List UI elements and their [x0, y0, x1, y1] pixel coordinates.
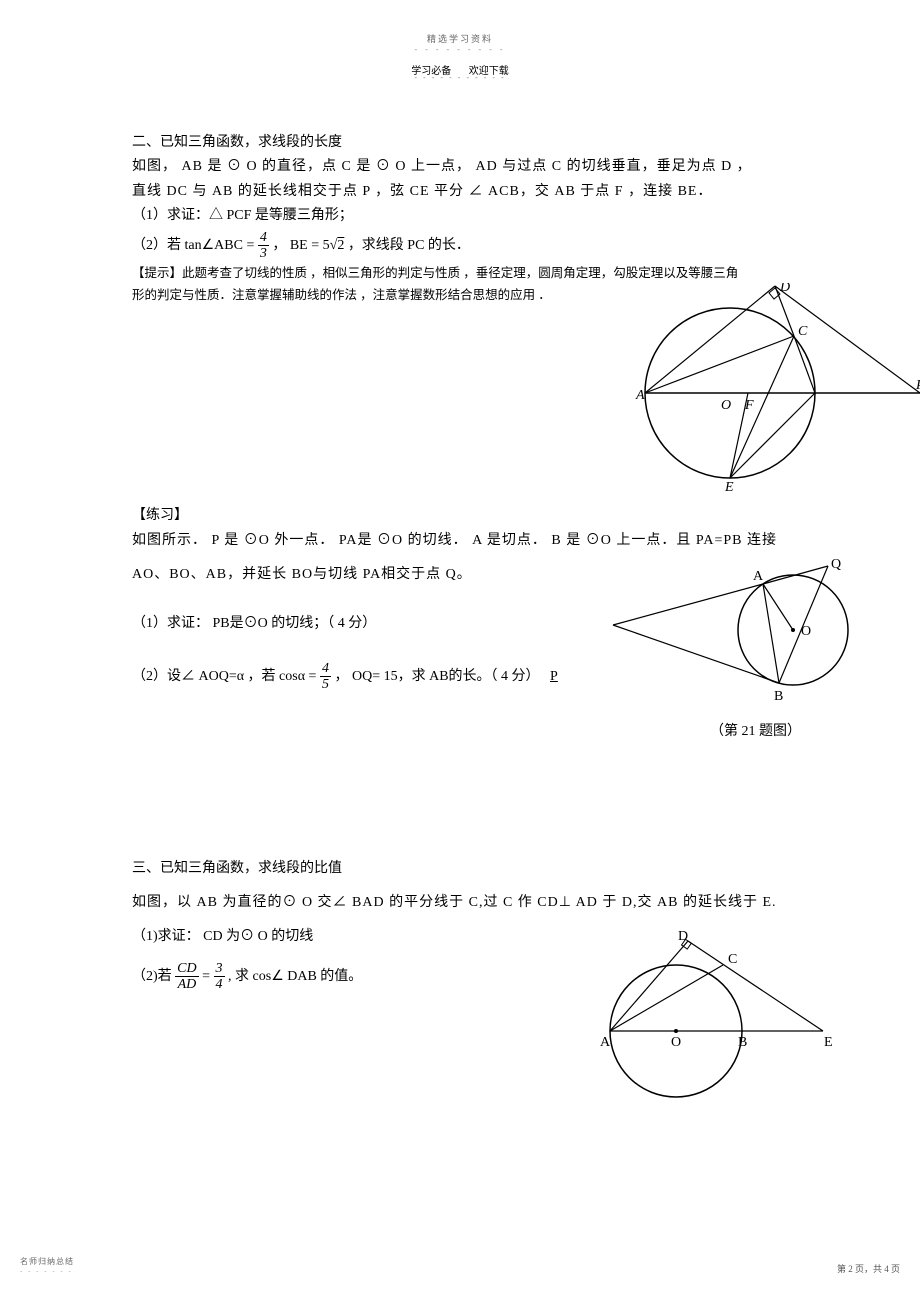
figure-3: A D C O B E	[578, 923, 858, 1103]
section2-title: 二、已知三角函数，求线段的长度	[132, 132, 790, 154]
footer-left-text: 名师归纳总结	[20, 1257, 74, 1266]
fig3-de	[688, 941, 823, 1031]
top-header-dashes: - - - - - - - - -	[0, 45, 920, 54]
fig2-ab	[763, 584, 779, 683]
section2-p2: 直线 DC 与 AB 的延长线相交于点 P ，弦 CE 平分 ∠ ACB，交 A…	[132, 181, 790, 203]
section3-title: 三、已知三角函数，求线段的比值	[132, 858, 790, 880]
section3-p3a: （2)若	[132, 969, 175, 984]
practice-p4a: （2）设∠ AOQ=α ，若 cosα =	[132, 669, 320, 684]
footer-right: 第 2 页，共 4 页	[837, 1262, 900, 1275]
p-underline: P	[550, 669, 558, 684]
fig3-label-e: E	[824, 1035, 833, 1050]
practice-p4b: ， OQ= 15，求 AB的长。（ 4 分）	[334, 669, 539, 684]
frac-num: 3	[214, 961, 225, 977]
practice-title: 【练习】	[132, 505, 790, 527]
figure-1: A O F C D E P	[620, 283, 920, 493]
fig3-center-dot	[674, 1029, 678, 1033]
fig1-eb	[730, 393, 815, 478]
fig1-label-p: P	[915, 378, 920, 393]
fraction-4-5: 4 5	[320, 661, 331, 693]
fig1-cb	[794, 336, 815, 393]
fig1-label-c: C	[798, 324, 808, 339]
section3-p3c: , 求 cos∠ DAB 的值。	[228, 969, 362, 984]
sub-header-line: - - - - - - - - - - -	[0, 73, 920, 82]
fig3-label-d: D	[678, 929, 688, 944]
fig2-label-b: B	[774, 689, 783, 704]
fig2-label-q: Q	[831, 557, 841, 572]
section2-p4b: ， BE = 5√	[272, 238, 337, 253]
fig3-label-c: C	[728, 952, 737, 967]
fraction-3-4: 3 4	[214, 961, 225, 993]
fig3-label-a: A	[600, 1035, 611, 1050]
frac-den: 4	[214, 977, 225, 992]
fig2-pa	[613, 584, 763, 625]
footer-left: 名师归纳总结 - - - - - - -	[20, 1256, 74, 1275]
fig2-label-a: A	[753, 569, 764, 584]
fig2-pb	[613, 625, 779, 683]
fig3-label-o: O	[671, 1035, 681, 1050]
fig2-oa	[763, 584, 793, 630]
fig2-center-dot	[791, 628, 795, 632]
section2-p3: （1）求证：△ PCF 是等腰三角形；	[132, 205, 790, 227]
fig1-label-o: O	[721, 398, 731, 413]
frac-num: 4	[258, 230, 269, 246]
section2-p1: 如图， AB 是 ⊙ O 的直径，点 C 是 ⊙ O 上一点， AD 与过点 C…	[132, 156, 790, 178]
fig3-label-b: B	[738, 1035, 747, 1050]
top-header: 精选学习资料 - - - - - - - - -	[0, 0, 920, 54]
top-header-text: 精选学习资料	[427, 34, 493, 44]
section3-p1: 如图，以 AB 为直径的⊙ O 交∠ BAD 的平分线于 C,过 C 作 CD⊥…	[132, 892, 790, 914]
frac-num: 4	[320, 661, 331, 677]
footer-left-line: - - - - - - -	[20, 1267, 74, 1275]
frac-den: AD	[175, 977, 198, 992]
figure-2-caption: （第 21 题图）	[710, 720, 801, 740]
section2-p4: （2）若 tan∠ABC = 4 3 ， BE = 5√2 ，求线段 PC 的长…	[132, 230, 790, 262]
frac-den: 3	[258, 246, 269, 261]
fraction-4-3: 4 3	[258, 230, 269, 262]
frac-num: CD	[175, 961, 198, 977]
fig1-label-a: A	[635, 388, 645, 403]
sqrt-2: 2	[337, 238, 344, 253]
fig1-label-d: D	[779, 283, 790, 295]
section2-hint1: 【提示】此题考查了切线的性质 ，相似三角形的判定与性质 ，垂径定理，圆周角定理，…	[132, 263, 790, 283]
figure-2: A Q O B	[608, 535, 868, 725]
sub-header: 学习必备 欢迎下载 - - - - - - - - - - -	[0, 62, 920, 82]
fig2-label-o: O	[801, 624, 811, 639]
fraction-cd-ad: CD AD	[175, 961, 198, 993]
frac-den: 5	[320, 677, 331, 692]
section2-p4a: （2）若 tan∠ABC =	[132, 238, 258, 253]
fig1-label-e: E	[724, 480, 734, 493]
section3-p3b: =	[202, 969, 213, 984]
section2-p4d: ，求线段 PC 的长．	[348, 238, 470, 253]
fig3-ac	[610, 965, 723, 1031]
fig3-ad	[610, 941, 688, 1031]
fig1-label-f: F	[744, 398, 754, 413]
